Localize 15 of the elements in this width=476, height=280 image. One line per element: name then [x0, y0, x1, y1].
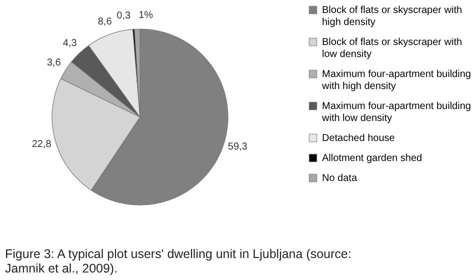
data-label: 0,3 — [116, 10, 132, 22]
data-label: 59,3 — [228, 142, 248, 153]
data-label: 8,6 — [98, 16, 112, 28]
legend-label: Maximum four-apartment building with low density — [321, 101, 471, 124]
legend-label: Block of flats or skyscraper with high density — [322, 5, 462, 28]
legend-label: Allotment garden shed — [322, 153, 422, 164]
legend-label: Detached house — [322, 133, 396, 144]
data-label: 22,8 — [32, 138, 52, 150]
legend-label: Block of flats or skyscraper with low density — [322, 37, 462, 60]
legend-label: No data — [322, 173, 358, 184]
legend-label: Maximum four-apartment building with high density — [321, 69, 471, 92]
data-label: 1% — [138, 10, 154, 22]
data-label: 3,6 — [46, 57, 62, 68]
data-label: 4,3 — [62, 38, 78, 49]
text: Figure 3: A typical plot users' dwelling unit in Ljubljana (source: Jamnik et al., 2009). — [5, 247, 352, 276]
